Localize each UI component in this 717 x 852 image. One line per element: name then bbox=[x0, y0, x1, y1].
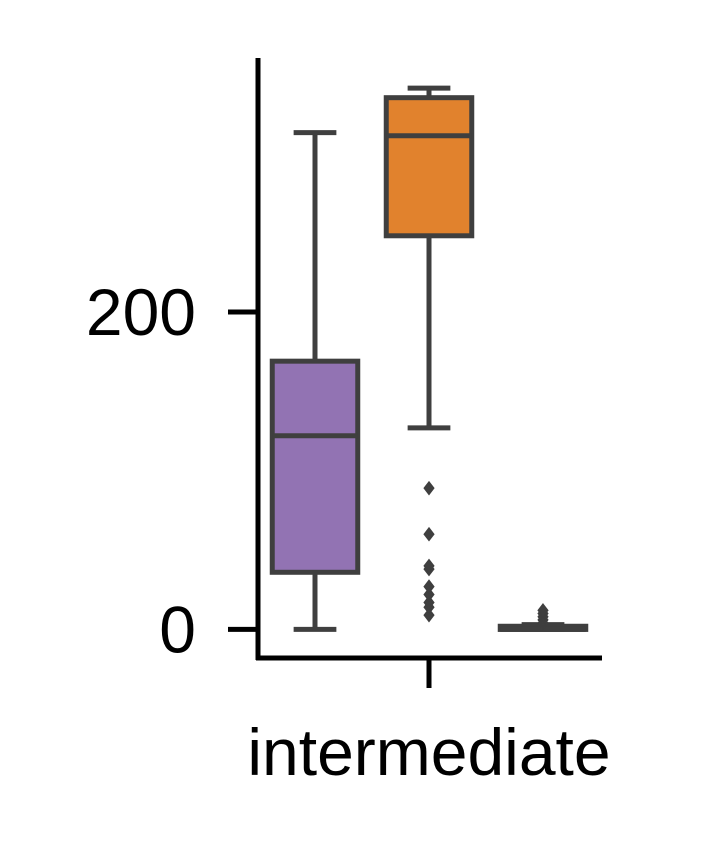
outlier-point bbox=[423, 579, 435, 594]
outlier-point bbox=[423, 526, 435, 542]
y-tick-label: 0 bbox=[159, 592, 196, 666]
x-axis-ticks: intermediate bbox=[247, 658, 611, 789]
plot-area bbox=[269, 85, 589, 632]
outlier-point bbox=[423, 595, 435, 610]
x-tick-label: intermediate bbox=[247, 715, 610, 789]
outlier-point bbox=[423, 480, 435, 496]
y-tick-label: 200 bbox=[86, 275, 196, 349]
outlier-point bbox=[423, 558, 435, 574]
outlier-point bbox=[537, 603, 549, 618]
outlier-point bbox=[423, 587, 435, 602]
box-iqr bbox=[383, 95, 475, 239]
y-axis-ticks: 0 200 bbox=[86, 275, 258, 666]
outlier-point bbox=[423, 607, 435, 623]
box-iqr bbox=[269, 358, 361, 575]
